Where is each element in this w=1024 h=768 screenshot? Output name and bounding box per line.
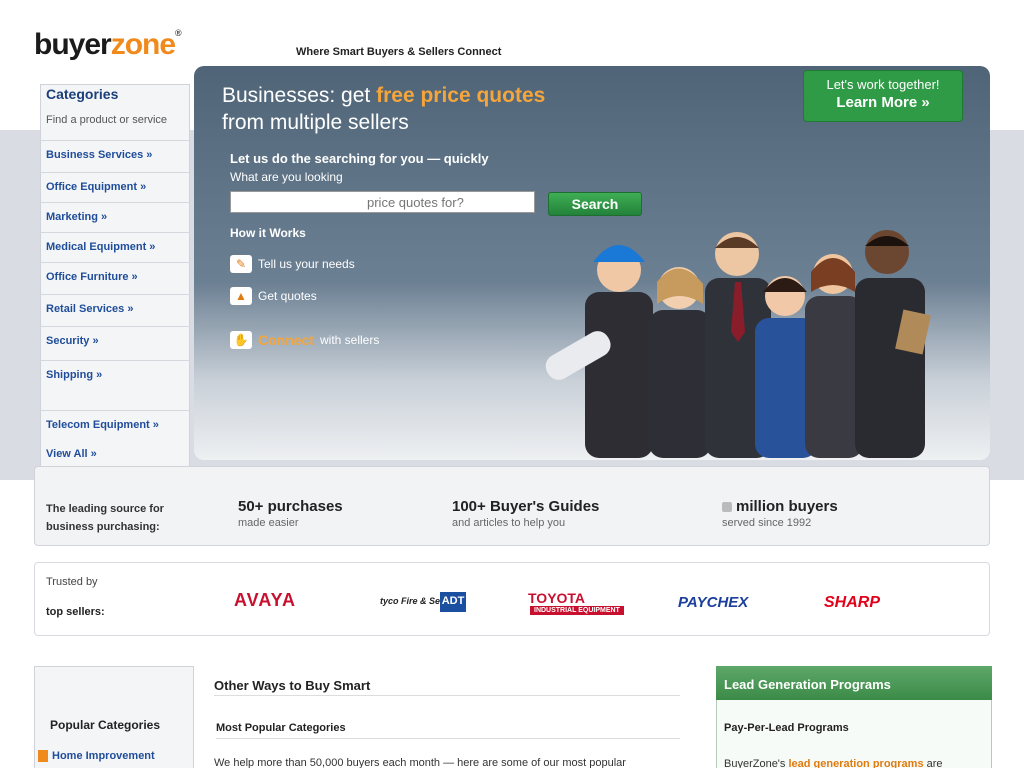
sidebar-item-office-equipment[interactable]: Office Equipment » bbox=[40, 172, 190, 200]
cta-big-text: Learn More » bbox=[836, 94, 930, 111]
person-man-clipboard bbox=[855, 230, 931, 458]
most-popular-text: We help more than 50,000 buyers each mon… bbox=[214, 757, 626, 768]
learn-more-button[interactable]: Let's work together! Learn More » bbox=[803, 70, 963, 122]
handshake-icon: ✋ bbox=[230, 331, 252, 349]
sidebar-subheading: Find a product or service bbox=[46, 114, 168, 126]
how-step-accent: Connect bbox=[258, 332, 314, 348]
most-popular-heading: Most Popular Categories bbox=[216, 722, 680, 739]
lead-generation-heading: Lead Generation Programs bbox=[716, 666, 992, 700]
category-label: Home Improvement bbox=[52, 750, 155, 762]
person-nurse bbox=[755, 276, 817, 458]
how-step-label: Get quotes bbox=[258, 289, 317, 303]
hero-headline: Businesses: get free price quotes from m… bbox=[222, 82, 642, 136]
search-question-label: What are you looking bbox=[230, 170, 343, 184]
popular-categories-panel bbox=[34, 666, 194, 768]
stat-sub: and articles to help you bbox=[452, 517, 566, 529]
site-tagline: Where Smart Buyers & Sellers Connect bbox=[296, 46, 502, 58]
person-engineer bbox=[545, 245, 653, 458]
tyco-logo: tyco Fire & Security bbox=[380, 596, 465, 606]
sidebar-item-security[interactable]: Security » bbox=[40, 326, 190, 354]
buyerzone-logo[interactable]: buyer zone ® bbox=[34, 26, 284, 64]
lead-generation-text: BuyerZone's lead generation programs are bbox=[724, 758, 943, 768]
category-home-improvement[interactable]: Home Improvement bbox=[38, 750, 155, 762]
stat-title: 50+ purchases bbox=[238, 498, 343, 515]
stat-title: 100+ Buyer's Guides bbox=[452, 498, 600, 515]
how-it-works-title: How it Works bbox=[230, 226, 306, 240]
sellers-line2: top sellers: bbox=[46, 606, 105, 618]
stats-lead-text: The leading source for business purchasi… bbox=[46, 503, 164, 533]
people-icon bbox=[722, 502, 732, 513]
sidebar-item-marketing[interactable]: Marketing » bbox=[40, 202, 190, 230]
avaya-logo: AVAYA bbox=[234, 590, 297, 610]
sidebar-item-retail-services[interactable]: Retail Services » bbox=[40, 294, 190, 322]
clipboard-icon: ✎ bbox=[230, 255, 252, 273]
stat-title-text: million buyers bbox=[736, 498, 838, 515]
sidebar-item-shipping[interactable]: Shipping » bbox=[40, 360, 190, 388]
chart-icon: ▲ bbox=[230, 287, 252, 305]
sellers-band bbox=[34, 562, 990, 636]
how-step-3: ✋ Connect with sellers bbox=[230, 330, 379, 350]
pay-per-lead-title: Pay-Per-Lead Programs bbox=[724, 722, 849, 734]
sellers-line1: Trusted by bbox=[46, 576, 98, 588]
view-all-link[interactable]: View All » bbox=[46, 448, 97, 460]
sidebar-item-office-furniture[interactable]: Office Furniture » bbox=[40, 262, 190, 290]
stat-sub: served since 1992 bbox=[722, 517, 812, 529]
stat-million-buyers: million buyers served since 1992 bbox=[722, 498, 838, 529]
how-step-label: with sellers bbox=[320, 333, 380, 347]
business-people-photo bbox=[545, 230, 931, 458]
lead-text-pre: BuyerZone's bbox=[724, 758, 789, 768]
logo-trademark: ® bbox=[175, 28, 182, 38]
other-ways-heading: Other Ways to Buy Smart bbox=[214, 678, 680, 696]
hero-headline-pre: Businesses: get bbox=[222, 84, 377, 107]
lead-generation-link[interactable]: lead generation programs bbox=[788, 758, 924, 768]
logo-text-zone: zone bbox=[110, 28, 176, 61]
stats-band bbox=[34, 466, 990, 546]
sidebar-heading: Categories bbox=[46, 86, 119, 102]
cta-small-text: Let's work together! bbox=[826, 77, 940, 92]
stat-purchases: 50+ purchases made easier bbox=[238, 498, 343, 529]
search-button[interactable]: Search bbox=[548, 192, 642, 216]
how-step-1: ✎ Tell us your needs bbox=[230, 254, 355, 274]
how-step-2: ▲ Get quotes bbox=[230, 286, 317, 306]
logo-text-buyer: buyer bbox=[34, 28, 112, 61]
hero-headline-accent: free price quotes bbox=[376, 84, 546, 107]
person-tie bbox=[705, 232, 771, 458]
sidebar-item-business-services[interactable]: Business Services » bbox=[40, 140, 190, 168]
hero-subheading: Let us do the searching for you — quickl… bbox=[230, 151, 489, 166]
search-input[interactable] bbox=[230, 191, 535, 213]
toyota-logo: TOYOTA bbox=[528, 590, 586, 606]
person-headset bbox=[649, 267, 711, 458]
how-step-label: Tell us your needs bbox=[258, 257, 355, 271]
popular-categories-heading: Popular Categories bbox=[50, 718, 161, 732]
person-woman bbox=[805, 254, 863, 458]
industrial-equipment-label: INDUSTRIAL EQUIPMENT bbox=[530, 606, 624, 615]
stat-sub: made easier bbox=[238, 517, 299, 529]
stat-buyers-guides: 100+ Buyer's Guides and articles to help… bbox=[452, 498, 599, 529]
home-icon bbox=[38, 750, 48, 762]
hero-headline-post: from multiple sellers bbox=[222, 111, 409, 134]
sidebar-item-medical-equipment[interactable]: Medical Equipment » bbox=[40, 232, 190, 260]
adt-logo: ADT bbox=[440, 592, 466, 612]
sidebar-item-telecom-equipment[interactable]: Telecom Equipment » bbox=[40, 410, 190, 438]
paychex-logo: PAYCHEX bbox=[678, 594, 749, 611]
stat-title: million buyers bbox=[722, 498, 838, 515]
sharp-logo: SHARP bbox=[824, 594, 881, 611]
lead-text-post: are bbox=[923, 758, 943, 768]
category-sidebar bbox=[40, 84, 190, 474]
